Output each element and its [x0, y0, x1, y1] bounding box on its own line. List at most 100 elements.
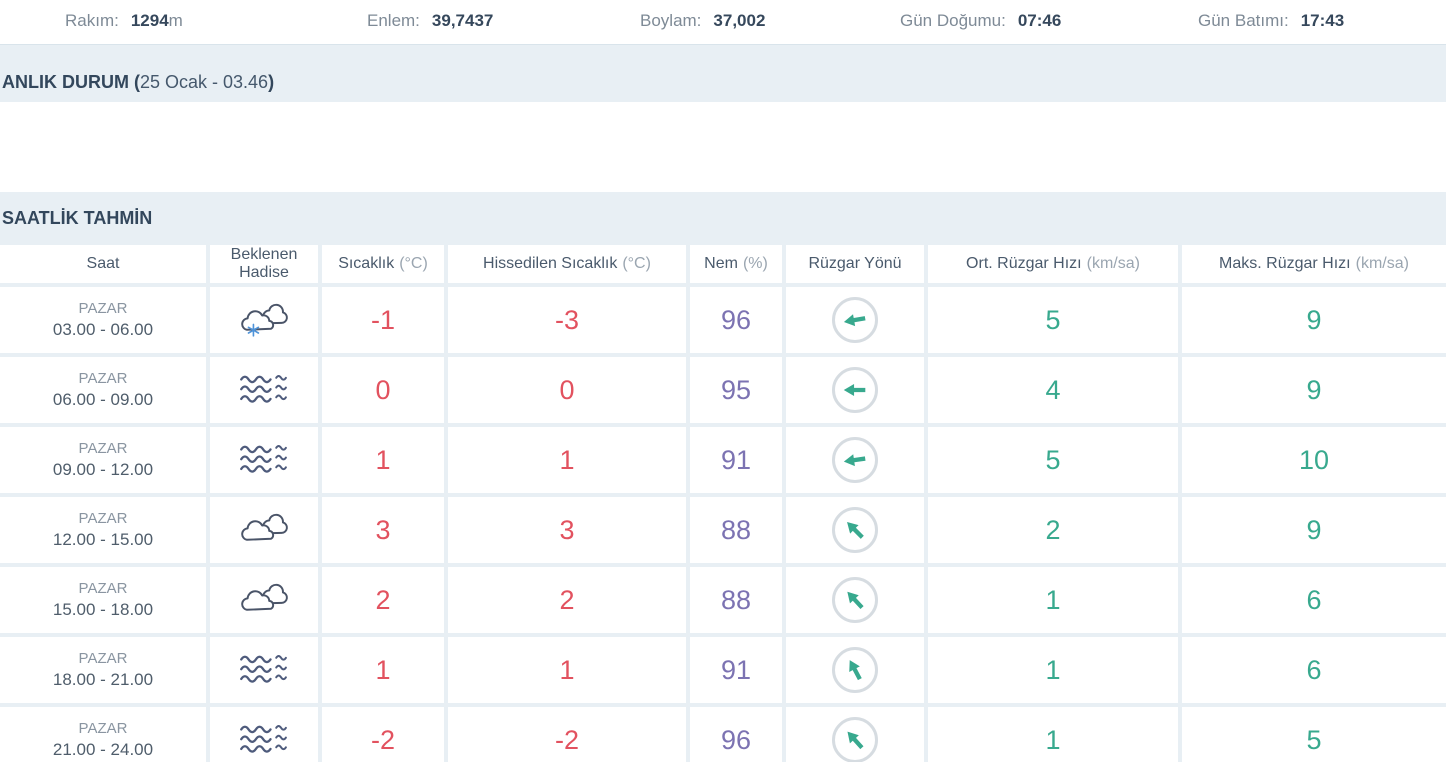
- row-time: 21.00 - 24.00: [52, 740, 154, 759]
- temperature-cell: 3: [322, 497, 444, 563]
- feels-like-cell: -2: [448, 707, 686, 762]
- longitude: Boylam: 37,002: [640, 11, 765, 31]
- sunrise-value: 07:46: [1017, 11, 1062, 30]
- wind-direction-icon: [832, 647, 878, 693]
- row-time: 03.00 - 06.00: [52, 320, 154, 339]
- wind-direction-cell: [786, 357, 924, 423]
- current-section-timestamp: 25 Ocak - 03.46: [139, 72, 269, 92]
- sunrise-label: Gün Doğumu:: [900, 11, 1006, 30]
- row-wind-max: 6: [1306, 654, 1322, 685]
- humidity-cell: 91: [690, 427, 782, 493]
- row-wind-max: 5: [1306, 724, 1322, 755]
- hourly-section-title: SAATLİK TAHMİN: [2, 208, 153, 228]
- clouds-icon: [238, 582, 290, 618]
- row-temp: -2: [370, 724, 395, 755]
- max-wind-cell: 10: [1182, 427, 1446, 493]
- row-humidity: 95: [720, 374, 752, 405]
- row-temp: 3: [375, 514, 391, 545]
- humidity-cell: 88: [690, 567, 782, 633]
- row-humidity: 88: [720, 584, 752, 615]
- row-day: PAZAR: [78, 370, 128, 387]
- feels-like-cell: 1: [448, 637, 686, 703]
- sunrise: Gün Doğumu: 07:46: [900, 11, 1061, 31]
- wind-direction-icon: [832, 297, 878, 343]
- condition-cell: [210, 427, 318, 493]
- wind-direction-cell: [786, 567, 924, 633]
- row-day: PAZAR: [78, 510, 128, 527]
- latitude: Enlem: 39,7437: [367, 11, 493, 31]
- altitude-value: 1294: [130, 11, 169, 30]
- row-day: PAZAR: [78, 650, 128, 667]
- longitude-label: Boylam:: [640, 11, 702, 30]
- row-feels: 0: [559, 374, 575, 405]
- row-wind-max: 9: [1306, 304, 1322, 335]
- row-day: PAZAR: [78, 300, 128, 317]
- condition-cell: [210, 497, 318, 563]
- row-wind-max: 9: [1306, 514, 1322, 545]
- max-wind-cell: 5: [1182, 707, 1446, 762]
- time-cell: PAZAR 03.00 - 06.00: [0, 287, 206, 353]
- wind-direction-cell: [786, 427, 924, 493]
- row-time: 06.00 - 09.00: [52, 390, 154, 409]
- row-humidity: 91: [720, 654, 752, 685]
- time-cell: PAZAR 21.00 - 24.00: [0, 707, 206, 762]
- altitude-label: Rakım:: [65, 11, 119, 30]
- current-section-header: ANLIK DURUM (25 Ocak - 03.46): [0, 44, 1446, 102]
- sunset-value: 17:43: [1300, 11, 1345, 30]
- max-wind-cell: 9: [1182, 287, 1446, 353]
- time-cell: PAZAR 15.00 - 18.00: [0, 567, 206, 633]
- feels-like-cell: 0: [448, 357, 686, 423]
- row-feels: -2: [554, 724, 579, 755]
- time-cell: PAZAR 18.00 - 21.00: [0, 637, 206, 703]
- row-day: PAZAR: [78, 440, 128, 457]
- wind-direction-icon: [832, 717, 878, 762]
- row-humidity: 96: [720, 304, 752, 335]
- row-wind-avg: 5: [1045, 444, 1061, 475]
- col-header-humidity: Nem (%): [690, 245, 782, 283]
- condition-cell: [210, 357, 318, 423]
- wind-direction-cell: [786, 287, 924, 353]
- humidity-cell: 96: [690, 287, 782, 353]
- time-cell: PAZAR 06.00 - 09.00: [0, 357, 206, 423]
- row-time: 12.00 - 15.00: [52, 530, 154, 549]
- current-section-title: ANLIK DURUM (: [2, 72, 140, 92]
- current-conditions: -0,8°C Çok Bulutlu Yağış 0mm: [0, 102, 1446, 285]
- max-wind-cell: 9: [1182, 497, 1446, 563]
- wind-direction-icon: [832, 367, 878, 413]
- altitude-unit: m: [168, 11, 183, 30]
- latitude-label: Enlem:: [367, 11, 420, 30]
- temperature-cell: -1: [322, 287, 444, 353]
- row-temp: 2: [375, 584, 391, 615]
- condition-cell: [210, 287, 318, 353]
- humidity-cell: 95: [690, 357, 782, 423]
- row-time: 09.00 - 12.00: [52, 460, 154, 479]
- hourly-table: Saat Beklenen Hadise Sıcaklık (°C) Hissed…: [0, 245, 1446, 762]
- max-wind-cell: 9: [1182, 357, 1446, 423]
- row-humidity: 91: [720, 444, 752, 475]
- col-header-temperature: Sıcaklık (°C): [322, 245, 444, 283]
- temperature-cell: -2: [322, 707, 444, 762]
- avg-wind-cell: 1: [928, 707, 1178, 762]
- sunset-label: Gün Batımı:: [1198, 11, 1289, 30]
- col-header-avg-wind: Ort. Rüzgar Hızı (km/sa): [928, 245, 1178, 283]
- row-wind-max: 6: [1306, 584, 1322, 615]
- temperature-cell: 0: [322, 357, 444, 423]
- fog-icon: [238, 722, 290, 758]
- longitude-value: 37,002: [713, 11, 766, 30]
- row-wind-max: 9: [1306, 374, 1322, 405]
- temperature-cell: 2: [322, 567, 444, 633]
- row-humidity: 96: [720, 724, 752, 755]
- temperature-cell: 1: [322, 637, 444, 703]
- wind-direction-cell: [786, 707, 924, 762]
- row-humidity: 88: [720, 514, 752, 545]
- avg-wind-cell: 5: [928, 427, 1178, 493]
- condition-cell: [210, 707, 318, 762]
- max-wind-cell: 6: [1182, 637, 1446, 703]
- condition-cell: [210, 637, 318, 703]
- col-header-wind-direction: Rüzgar Yönü: [786, 245, 924, 283]
- feels-like-cell: -3: [448, 287, 686, 353]
- col-header-condition: Beklenen Hadise: [210, 245, 318, 283]
- wind-direction-cell: [786, 637, 924, 703]
- row-time: 15.00 - 18.00: [52, 600, 154, 619]
